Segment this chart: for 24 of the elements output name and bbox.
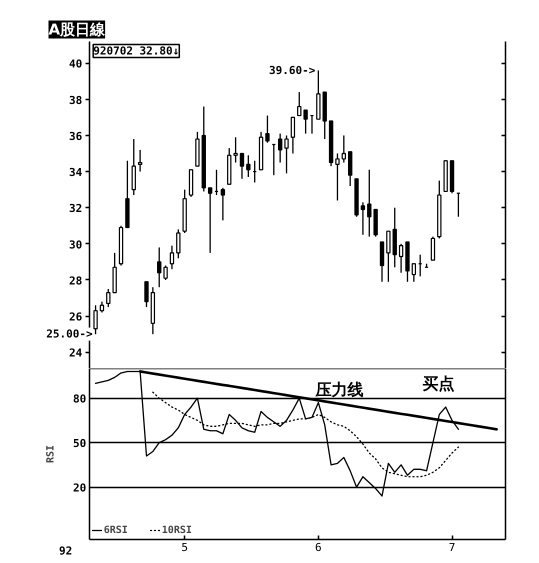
y-tick-label: 28	[68, 274, 82, 288]
y-tick-label: 80	[72, 392, 86, 406]
annotation: 39.60->	[269, 64, 316, 77]
x-tick-label: 5	[181, 541, 188, 554]
y-tick-label: 50	[72, 437, 86, 450]
x-tick-label: 6	[315, 541, 322, 554]
legend-label: 10RSI	[162, 524, 192, 536]
y-tick-label: 40	[68, 58, 82, 71]
series-label: 压力线	[314, 380, 364, 399]
y-tick-label: 20	[72, 482, 86, 495]
annotation: 25.00->	[46, 328, 93, 341]
y-tick-label: 34	[68, 166, 83, 180]
y-tick-label: 38	[68, 94, 82, 107]
legend-label: 6RSI	[104, 524, 128, 536]
x-tick-label: 7	[448, 541, 456, 554]
y-tick-label: 26	[68, 310, 83, 324]
annotation: 买点	[422, 374, 454, 393]
y-tick-label: 24	[68, 346, 83, 360]
y-tick-label: 36	[68, 130, 83, 143]
y-tick-label: 30	[68, 238, 82, 252]
x-axis-title: 92	[58, 544, 72, 558]
y-tick-label: 32	[68, 202, 82, 216]
y-axis-title: RSI	[45, 444, 56, 464]
chart-title: A股日線	[48, 20, 106, 38]
